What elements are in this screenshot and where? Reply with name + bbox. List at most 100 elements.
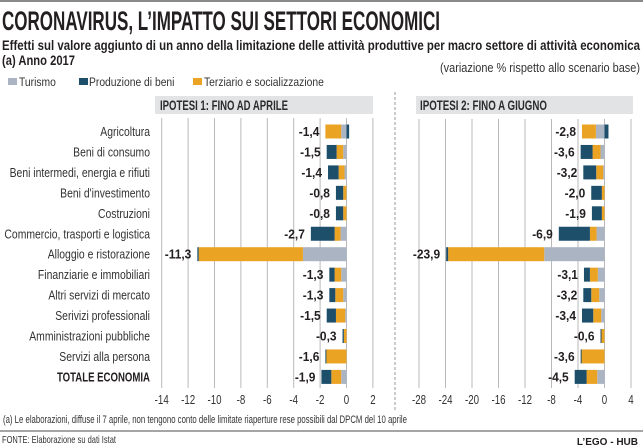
panel-2-x-axis: -28 -24 -20 -16 -12 -8 -4 0 4 xyxy=(412,394,634,407)
bar-segment-terziario xyxy=(331,369,342,384)
x-tick-label: 0 xyxy=(344,394,349,407)
bar-segment-turismo xyxy=(341,124,347,139)
value-label: -3,6 xyxy=(554,145,575,160)
value-label: -1,4 xyxy=(301,165,322,180)
source-text: FONTE: Elaborazione su dati Istat xyxy=(2,434,116,446)
x-tick-label: 2 xyxy=(370,394,375,407)
bar-row: -3,2 xyxy=(557,288,605,303)
bar-segment-produzione-di-beni xyxy=(583,267,590,282)
bar-row: -6,9 xyxy=(532,226,605,241)
bar-segment-terziario xyxy=(601,206,605,221)
panel-1-plot: -14 -12 -10 -8 -6 -4 -2 0 2 -1,4 Agricoltura -1,5 Be… xyxy=(4,118,376,407)
value-label: -23,9 xyxy=(413,247,440,262)
bar-segment-terziario xyxy=(326,349,347,364)
x-tick-label: -12 xyxy=(518,394,532,407)
bar-segment-turismo xyxy=(603,165,605,180)
bar-row: -23,9 xyxy=(413,247,605,262)
bar-segment-turismo xyxy=(343,144,347,159)
bar-segment-terziario xyxy=(325,124,342,139)
bar-segment-turismo xyxy=(302,247,347,262)
bar-segment-produzione-di-beni xyxy=(335,206,344,221)
bar-segment-produzione-di-beni xyxy=(346,124,350,139)
bar-segment-terziario xyxy=(601,185,605,200)
value-label: -3,4 xyxy=(555,309,576,324)
bar-row: -3,6 xyxy=(554,349,605,365)
category-label: Beni intermedi, energia e rifiuti xyxy=(10,166,150,180)
bar-row: -0,8 Costruzioni xyxy=(98,206,347,221)
bar-segment-produzione-di-beni xyxy=(574,369,587,384)
value-label: -1,4 xyxy=(299,125,320,140)
bar-segment-terziario xyxy=(591,288,600,303)
panel-2-header: IPOTESI 2: FINO A GIUGNO xyxy=(416,96,633,114)
bar-row: -0,6 xyxy=(574,329,605,344)
category-label: Serivizi professionali xyxy=(55,309,150,323)
bar-segment-terziario xyxy=(448,247,545,262)
bar-segment-turismo xyxy=(599,288,605,303)
category-label: Costruzioni xyxy=(98,207,150,221)
value-label: -0,3 xyxy=(316,329,337,344)
value-label: -1,3 xyxy=(303,288,324,303)
bar-segment-turismo xyxy=(596,226,605,241)
legend-item-turismo: Turismo xyxy=(8,76,56,89)
value-label: -3,6 xyxy=(554,350,575,365)
bar-segment-produzione-di-beni xyxy=(342,329,344,343)
bar-segment-terziario xyxy=(592,144,601,159)
bar-segment-produzione-di-beni xyxy=(310,226,335,241)
x-tick-label: -2 xyxy=(316,394,325,407)
unit-note: (variazione % rispetto allo scenario bas… xyxy=(440,61,640,75)
bar-segment-turismo xyxy=(597,267,605,282)
x-tick-label: -16 xyxy=(491,394,505,407)
bar-row: -1,3 Finanziarie e immobiliari xyxy=(38,267,347,282)
bar-row: -1,4 Beni intermedi, energia e rifiuti xyxy=(10,165,347,180)
footnote: (a) Le elaborazioni, diffuse il 7 aprile… xyxy=(3,414,407,426)
x-tick-label: -10 xyxy=(207,394,221,407)
plots: -14 -12 -10 -8 -6 -4 -2 0 2-1,4Agricoltura-1,5Be… xyxy=(4,118,634,407)
x-tick-label: -4 xyxy=(574,394,583,407)
bar-segment-produzione-di-beni xyxy=(446,247,449,262)
bar-segment-turismo xyxy=(595,124,605,139)
bar-segment-terziario xyxy=(335,288,344,303)
legend-swatch-terziario xyxy=(193,78,202,85)
bar-segment-produzione-di-beni xyxy=(328,165,339,180)
value-label: -0,8 xyxy=(309,206,330,221)
category-label: Alloggio e ristorazione xyxy=(48,248,151,262)
x-tick-label: -12 xyxy=(181,394,195,407)
bar-row: -3,4 xyxy=(555,308,605,324)
value-label: -4,5 xyxy=(548,370,569,385)
bar-segment-terziario xyxy=(589,267,598,282)
bar-segment-terziario xyxy=(343,206,347,221)
value-label: -3,2 xyxy=(557,165,578,180)
panel-2-header-bg xyxy=(416,96,633,114)
bar-segment-turismo xyxy=(340,226,347,241)
bar-segment-produzione-di-beni xyxy=(197,247,199,262)
value-label: -0,8 xyxy=(309,186,330,201)
brand-logo: L’EGO - HUB xyxy=(577,437,638,448)
legend-label-produzione: Produzione di beni xyxy=(89,76,174,89)
category-label-total: TOTALE ECONOMIA xyxy=(57,371,150,385)
bar-segment-produzione-di-beni xyxy=(329,288,336,303)
bar-row: -2,8 xyxy=(555,124,609,139)
bar-segment-terziario xyxy=(338,165,345,180)
x-tick-label: -24 xyxy=(438,394,452,407)
bar-segment-terziario xyxy=(334,267,342,282)
bar-segment-produzione-di-beni xyxy=(580,144,593,159)
bar-row: -1,4 Agricoltura xyxy=(100,124,350,140)
legend-item-produzione: Produzione di beni xyxy=(79,76,174,89)
bar-segment-terziario xyxy=(336,144,344,159)
panel-1-header-bg xyxy=(155,96,373,114)
bar-row: -4,5 xyxy=(548,369,605,385)
subtitle-year: (a) Anno 2017 xyxy=(2,52,75,68)
value-label: -3,1 xyxy=(557,268,578,283)
category-label: Servizi alla persona xyxy=(59,350,150,364)
category-label: Finanziarie e immobiliari xyxy=(38,268,150,282)
bar-segment-produzione-di-beni xyxy=(321,369,332,384)
legend-swatch-produzione xyxy=(79,78,88,85)
x-tick-label: 4 xyxy=(628,394,633,407)
x-tick-label: -20 xyxy=(465,394,479,407)
page-title: CORONAVIRUS, L’IMPATTO SUI SETTORI ECONO… xyxy=(2,6,440,36)
value-label: -11,3 xyxy=(165,247,192,262)
bar-segment-turismo xyxy=(597,369,605,384)
panel-1-title: IPOTESI 1: FINO AD APRILE xyxy=(160,98,288,113)
bar-row: -3,2 xyxy=(557,165,605,180)
